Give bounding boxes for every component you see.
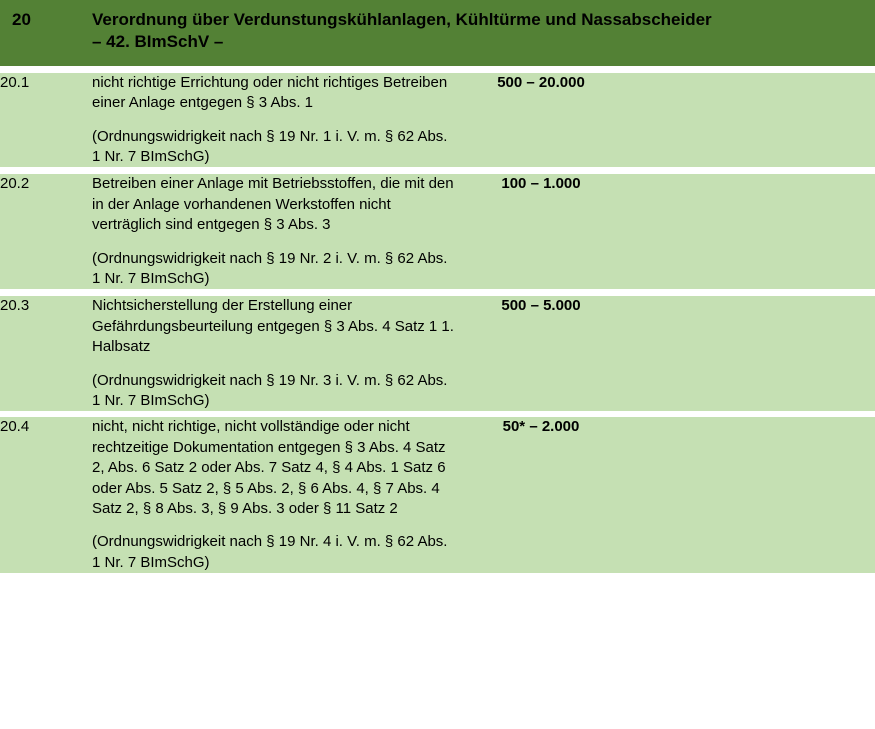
row-gap — [0, 65, 875, 73]
section-title-line1: Verordnung über Verdunstungskühlanlagen,… — [92, 10, 712, 29]
row-number: 20.3 — [0, 297, 30, 315]
table-row: 20.1 nicht richtige Errichtung oder nich… — [0, 72, 875, 168]
row-notes-cell — [626, 417, 875, 574]
row-number-cell: 20.4 — [0, 417, 92, 574]
section-header-row: 20 Verordnung über Verdunstungskühlanlag… — [0, 0, 875, 66]
row-gap-cell — [0, 289, 875, 297]
row-number: 20.4 — [0, 418, 30, 436]
row-notes-cell — [626, 72, 875, 168]
fine-amount: 500 – 20.000 — [497, 73, 585, 91]
row-gap-cell — [0, 167, 875, 175]
fine-amount: 50* – 2.000 — [502, 418, 580, 436]
description-reference: (Ordnungswidrigkeit nach § 19 Nr. 3 i. V… — [92, 371, 448, 409]
description-main: Nichtsicherstellung der Erstellung einer… — [92, 297, 454, 356]
description-main: nicht, nicht richtige, nicht vollständig… — [92, 418, 446, 517]
row-number: 20.2 — [0, 175, 30, 193]
row-gap-cell — [0, 411, 875, 418]
row-description-cell: nicht richtige Errichtung oder nicht ric… — [92, 72, 456, 168]
row-number-cell: 20.3 — [0, 296, 92, 412]
table-row: 20.4 nicht, nicht richtige, nicht vollst… — [0, 417, 875, 574]
row-amount-cell: 50* – 2.000 — [456, 417, 626, 574]
description-reference: (Ordnungswidrigkeit nach § 19 Nr. 4 i. V… — [92, 533, 448, 571]
row-gap — [0, 289, 875, 297]
row-number-cell: 20.1 — [0, 72, 92, 168]
row-number-cell: 20.2 — [0, 174, 92, 290]
row-number: 20.1 — [0, 73, 30, 91]
row-notes-cell — [626, 174, 875, 290]
description-reference: (Ordnungswidrigkeit nach § 19 Nr. 1 i. V… — [92, 127, 448, 166]
description-reference: (Ordnungswidrigkeit nach § 19 Nr. 2 i. V… — [92, 249, 448, 287]
row-gap — [0, 411, 875, 418]
fine-amount: 500 – 5.000 — [501, 297, 581, 315]
description-main: nicht richtige Errichtung oder nicht ric… — [92, 73, 448, 112]
row-amount-cell: 500 – 20.000 — [456, 72, 626, 168]
row-notes-cell — [626, 296, 875, 412]
row-description-cell: Nichtsicherstellung der Erstellung einer… — [92, 296, 456, 412]
section-number: 20 — [12, 10, 31, 29]
section-header-cell: 20 Verordnung über Verdunstungskühlanlag… — [0, 0, 875, 66]
table-row: 20.2 Betreiben einer Anlage mit Betriebs… — [0, 174, 875, 290]
row-amount-cell: 500 – 5.000 — [456, 296, 626, 412]
section-title-line2: – 42. BImSchV – — [92, 32, 224, 52]
row-gap-cell — [0, 65, 875, 73]
row-amount-cell: 100 – 1.000 — [456, 174, 626, 290]
table-row: 20.3 Nichtsicherstellung der Erstellung … — [0, 296, 875, 412]
description-main: Betreiben einer Anlage mit Betriebsstoff… — [92, 175, 454, 234]
row-description-cell: Betreiben einer Anlage mit Betriebsstoff… — [92, 174, 456, 290]
bussgeldkatalog-table: 20 Verordnung über Verdunstungskühlanlag… — [0, 0, 875, 574]
row-description-cell: nicht, nicht richtige, nicht vollständig… — [92, 417, 456, 574]
fine-amount: 100 – 1.000 — [501, 175, 581, 193]
row-gap — [0, 167, 875, 175]
section-title: Verordnung über Verdunstungskühlanlagen,… — [92, 9, 875, 54]
